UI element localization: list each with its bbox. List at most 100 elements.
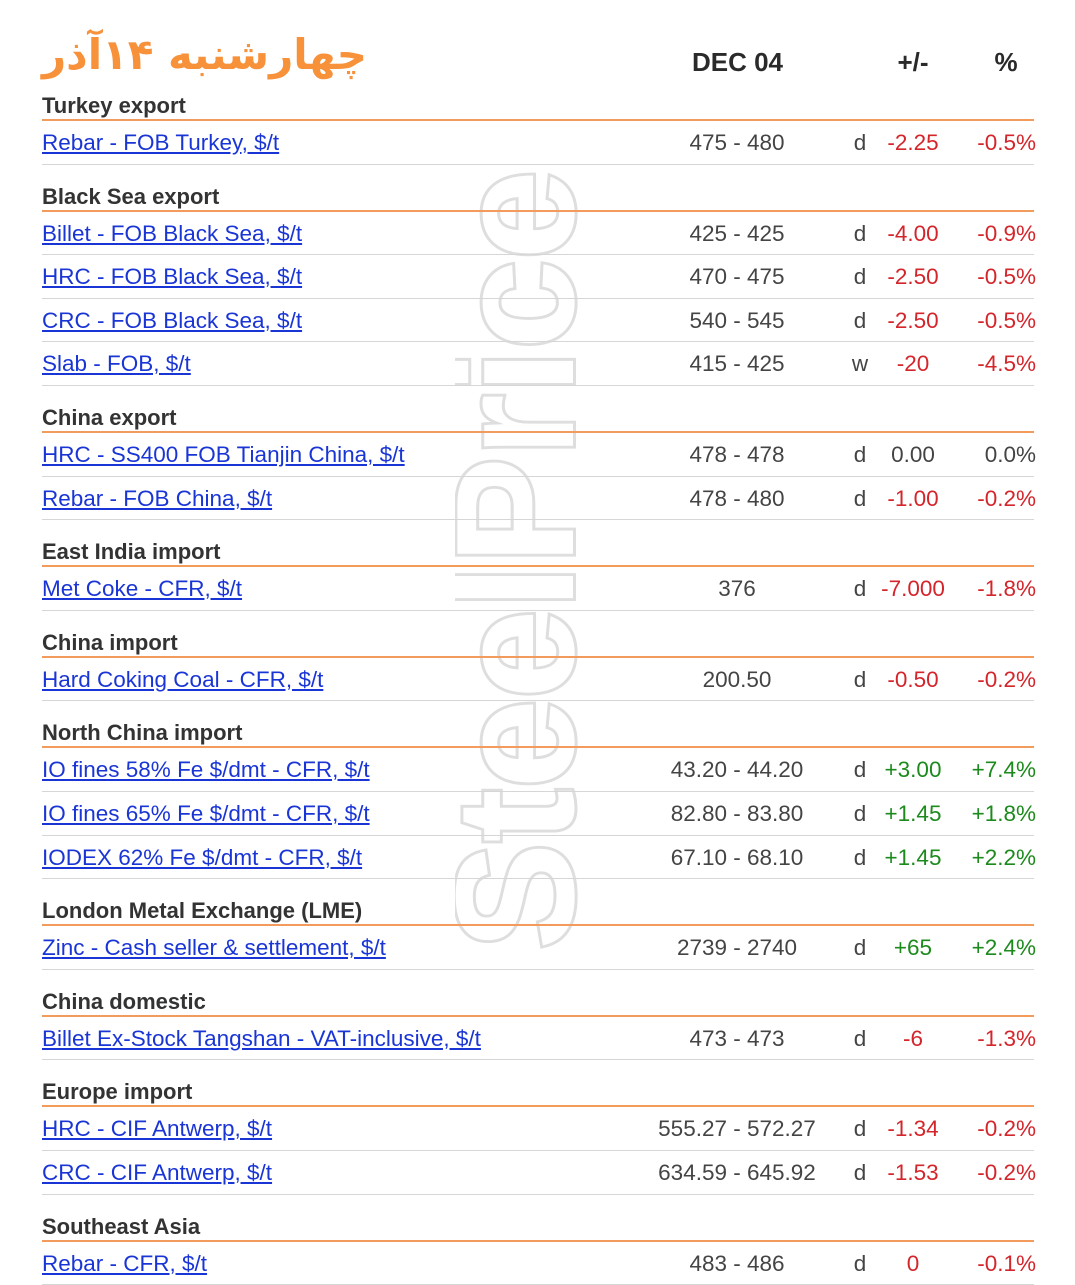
percent-change: -0.5% — [966, 264, 1036, 290]
percent-change: -1.8% — [966, 576, 1036, 602]
item-link[interactable]: Rebar - FOB China, $/t — [42, 486, 272, 512]
price-row: IODEX 62% Fe $/dmt - CFR, $/t 67.10 - 68.… — [42, 836, 1034, 880]
price-change: -0.50 — [878, 667, 948, 693]
section-title: North China import — [42, 719, 1034, 748]
price-change: -6 — [878, 1026, 948, 1052]
item-link[interactable]: IO fines 65% Fe $/dmt - CFR, $/t — [42, 801, 370, 827]
percent-change: +2.4% — [966, 935, 1036, 961]
price-change: 0.00 — [878, 442, 948, 468]
frequency: d — [842, 1116, 878, 1142]
frequency: d — [842, 845, 878, 871]
item-link[interactable]: CRC - CIF Antwerp, $/t — [42, 1160, 272, 1186]
frequency: d — [842, 801, 878, 827]
frequency: w — [842, 351, 878, 377]
section-title: China domestic — [42, 988, 1034, 1017]
persian-date-title: چهارشنبه ۱۴آذر — [42, 30, 367, 79]
frequency: d — [842, 486, 878, 512]
price-change: -20 — [878, 351, 948, 377]
section-title: Black Sea export — [42, 183, 1034, 212]
section: London Metal Exchange (LME)Zinc - Cash s… — [42, 897, 1034, 970]
percent-change: -4.5% — [966, 351, 1036, 377]
price-range: 82.80 - 83.80 — [627, 801, 847, 827]
price-range: 376 — [627, 576, 847, 602]
price-change: +1.45 — [878, 845, 948, 871]
percent-change: -0.2% — [966, 1116, 1036, 1142]
price-change: 0 — [878, 1251, 948, 1277]
item-link[interactable]: Hard Coking Coal - CFR, $/t — [42, 667, 323, 693]
item-link[interactable]: Billet - FOB Black Sea, $/t — [42, 221, 302, 247]
frequency: d — [842, 308, 878, 334]
item-link[interactable]: Met Coke - CFR, $/t — [42, 576, 242, 602]
price-change: -2.50 — [878, 308, 948, 334]
frequency: d — [842, 1026, 878, 1052]
item-link[interactable]: Slab - FOB, $/t — [42, 351, 191, 377]
percent-change: +7.4% — [966, 757, 1036, 783]
price-range: 415 - 425 — [627, 351, 847, 377]
frequency: d — [842, 1160, 878, 1186]
price-change: -2.50 — [878, 264, 948, 290]
price-row: Zinc - Cash seller & settlement, $/t 2739… — [42, 926, 1034, 970]
change-column-header: +/- — [868, 47, 958, 78]
price-change: -1.53 — [878, 1160, 948, 1186]
price-change: +65 — [878, 935, 948, 961]
item-link[interactable]: Rebar - CFR, $/t — [42, 1251, 207, 1277]
frequency: d — [842, 130, 878, 156]
price-range: 425 - 425 — [627, 221, 847, 247]
item-link[interactable]: IO fines 58% Fe $/dmt - CFR, $/t — [42, 757, 370, 783]
section-title: China export — [42, 404, 1034, 433]
price-range: 555.27 - 572.27 — [627, 1116, 847, 1142]
item-link[interactable]: Billet Ex-Stock Tangshan - VAT-inclusive… — [42, 1026, 481, 1052]
item-link[interactable]: IODEX 62% Fe $/dmt - CFR, $/t — [42, 845, 362, 871]
price-change: -1.34 — [878, 1116, 948, 1142]
section: China domestic Billet Ex-Stock Tangshan -… — [42, 988, 1034, 1061]
price-range: 67.10 - 68.10 — [627, 845, 847, 871]
frequency: d — [842, 221, 878, 247]
price-range: 540 - 545 — [627, 308, 847, 334]
price-range: 470 - 475 — [627, 264, 847, 290]
date-column-header: DEC 04 — [640, 47, 835, 78]
section-title: London Metal Exchange (LME) — [42, 897, 1034, 926]
price-change: -2.25 — [878, 130, 948, 156]
item-link[interactable]: HRC - SS400 FOB Tianjin China, $/t — [42, 442, 405, 468]
price-range: 2739 - 2740 — [627, 935, 847, 961]
frequency: d — [842, 1251, 878, 1277]
item-link[interactable]: Rebar - FOB Turkey, $/t — [42, 130, 279, 156]
item-link[interactable]: CRC - FOB Black Sea, $/t — [42, 308, 302, 334]
item-link[interactable]: HRC - CIF Antwerp, $/t — [42, 1116, 272, 1142]
item-link[interactable]: Zinc - Cash seller & settlement, $/t — [42, 935, 386, 961]
percent-change: -0.1% — [966, 1251, 1036, 1277]
price-row: HRC - SS400 FOB Tianjin China, $/t 478 - … — [42, 433, 1034, 477]
frequency: d — [842, 442, 878, 468]
percent-change: -0.2% — [966, 667, 1036, 693]
price-change: +1.45 — [878, 801, 948, 827]
price-range: 478 - 478 — [627, 442, 847, 468]
percent-change: -0.9% — [966, 221, 1036, 247]
section-title: Southeast Asia — [42, 1213, 1034, 1242]
percent-change: -0.2% — [966, 486, 1036, 512]
section: Black Sea export Billet - FOB Black Sea, … — [42, 183, 1034, 386]
item-link[interactable]: HRC - FOB Black Sea, $/t — [42, 264, 302, 290]
price-range: 43.20 - 44.20 — [627, 757, 847, 783]
price-change: -7.000 — [878, 576, 948, 602]
price-range: 634.59 - 645.92 — [627, 1160, 847, 1186]
percent-change: -1.3% — [966, 1026, 1036, 1052]
price-change: +3.00 — [878, 757, 948, 783]
frequency: d — [842, 264, 878, 290]
section: North China import IO fines 58% Fe $/dmt … — [42, 719, 1034, 879]
